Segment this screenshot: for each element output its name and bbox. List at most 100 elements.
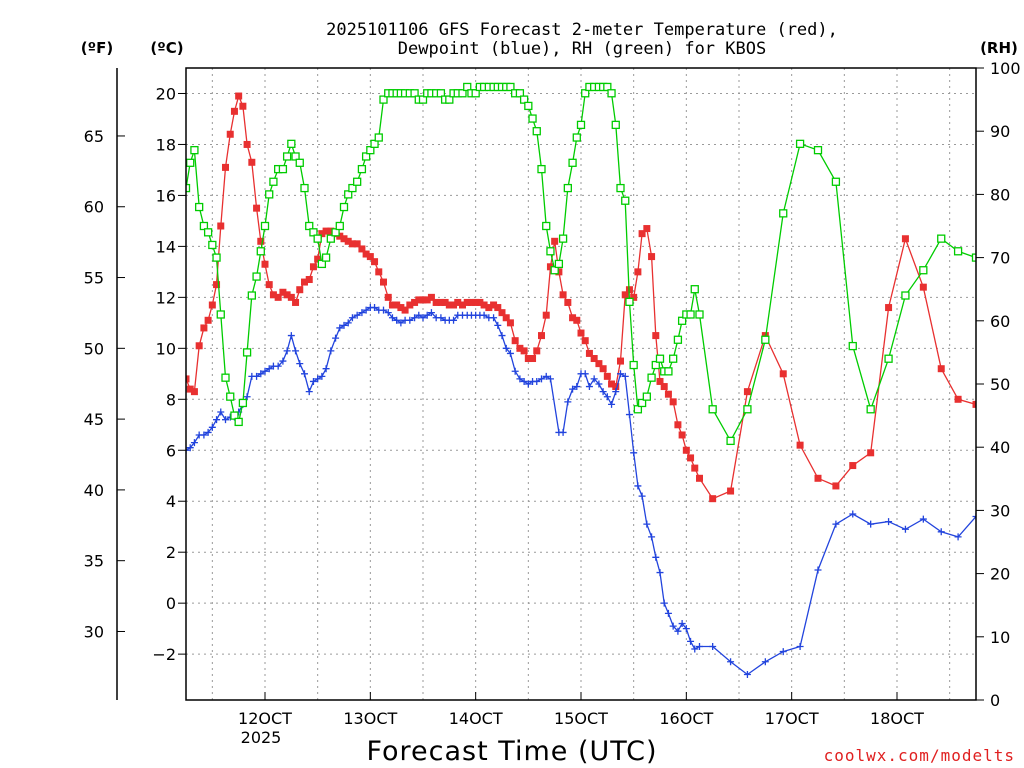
temperature-marker	[595, 360, 603, 368]
rh-marker	[642, 392, 651, 401]
rh-marker	[554, 259, 564, 269]
rh-marker	[458, 89, 467, 98]
rh-marker	[445, 95, 454, 104]
dewpoint-marker	[494, 321, 502, 329]
dewpoint-line	[186, 306, 976, 676]
temperature-marker	[243, 140, 251, 148]
celsius-tick-label: 12	[156, 288, 176, 307]
fahrenheit-tick-label: 30	[84, 622, 104, 641]
temperature-marker	[261, 260, 269, 268]
dewpoint-marker	[204, 428, 212, 436]
celsius-tick-label: 8	[166, 390, 176, 409]
rh-marker	[813, 146, 823, 155]
dewpoint-marker	[348, 314, 356, 322]
dewpoint-marker	[638, 492, 646, 500]
dewpoint-marker	[450, 316, 458, 324]
temperature-marker	[257, 237, 265, 245]
dewpoint-marker	[419, 314, 427, 322]
temperature-marker	[524, 355, 532, 363]
temperature-marker	[669, 398, 677, 406]
chart-title-line2: Dewpoint (blue), RH (green) for KBOS	[398, 39, 766, 59]
temperature-marker	[476, 298, 484, 306]
rh-marker	[195, 202, 204, 212]
temperature-marker	[222, 163, 229, 171]
dewpoint-marker	[332, 334, 340, 342]
dewpoint-marker	[652, 553, 660, 561]
dewpoint-marker	[608, 400, 616, 408]
celsius-tick-label: 18	[156, 135, 176, 154]
rh-marker	[866, 405, 875, 414]
credit-text: coolwx.com/modelts	[824, 746, 1015, 765]
rh-marker	[247, 291, 256, 300]
dewpoint-marker	[362, 306, 370, 314]
temperature-marker	[358, 245, 366, 253]
temperature-marker	[217, 222, 225, 230]
time-tick-sublabel: 2025	[241, 728, 282, 747]
celsius-tick-label: 16	[156, 186, 176, 205]
rh-marker	[238, 398, 248, 408]
unit-label-rh: (RH)	[980, 39, 1018, 57]
dewpoint-marker	[585, 383, 593, 391]
temperature-marker	[480, 301, 488, 309]
rh-marker	[647, 373, 656, 382]
fahrenheit-tick-label: 50	[84, 339, 104, 358]
rh-marker	[607, 89, 616, 98]
temperature-marker	[502, 314, 510, 322]
temperature-marker	[432, 298, 440, 306]
grid	[186, 68, 976, 700]
dewpoint-marker	[919, 515, 927, 523]
temperature-marker	[459, 301, 466, 309]
dewpoint-marker	[296, 360, 304, 368]
temperature-marker	[375, 268, 383, 276]
dewpoint-marker	[538, 375, 545, 383]
temperature-marker	[274, 293, 282, 301]
dewpoint-marker	[498, 332, 506, 340]
temperature-marker	[678, 431, 686, 439]
temperature-marker	[309, 263, 317, 271]
celsius-tick-label: 0	[166, 594, 176, 613]
rh-marker	[199, 221, 209, 231]
rh-tick-label: 10	[990, 628, 1010, 647]
temperature-marker	[239, 102, 247, 110]
rh-marker	[506, 82, 515, 92]
dewpoint-marker	[595, 380, 603, 388]
temperature-marker	[656, 377, 664, 385]
dewpoint-marker	[542, 372, 550, 380]
dewpoint-marker	[709, 642, 717, 650]
dewpoint-marker	[590, 375, 598, 383]
temperature-line	[186, 93, 976, 500]
dewpoint-marker	[664, 609, 672, 617]
temperature-marker	[573, 316, 581, 324]
dewpoint-marker	[344, 319, 352, 327]
rh-marker	[795, 139, 805, 148]
rh-marker	[633, 405, 643, 414]
rh-marker	[305, 221, 314, 231]
temperature-marker	[208, 301, 216, 309]
temperature-marker	[318, 230, 326, 238]
rh-marker	[779, 209, 788, 218]
rh-marker	[524, 101, 533, 111]
temperature-marker	[195, 342, 203, 350]
temperature-marker	[467, 298, 475, 306]
rh-marker	[576, 120, 586, 130]
temperature-marker	[727, 487, 735, 495]
rh-marker	[673, 335, 683, 344]
temperature-marker	[362, 250, 370, 258]
temperature-marker	[954, 395, 962, 403]
temperature-marker	[314, 255, 322, 263]
celsius-tick-label: 2	[166, 543, 176, 562]
temperature-marker	[348, 240, 356, 248]
dewpoint-marker	[546, 375, 554, 383]
dewpoint-marker	[186, 444, 194, 452]
time-tick-label: 18OCT	[870, 709, 924, 728]
dewpoint-marker	[208, 423, 216, 431]
rh-marker	[353, 177, 362, 186]
temperature-marker	[569, 314, 577, 322]
rh-marker	[379, 95, 388, 104]
dewpoint-marker	[656, 569, 664, 577]
temperature-marker	[371, 258, 379, 266]
temperature-marker	[292, 298, 300, 306]
time-tick-label: 16OCT	[659, 709, 713, 728]
dewpoint-marker	[265, 365, 273, 373]
rh-marker	[212, 253, 221, 262]
